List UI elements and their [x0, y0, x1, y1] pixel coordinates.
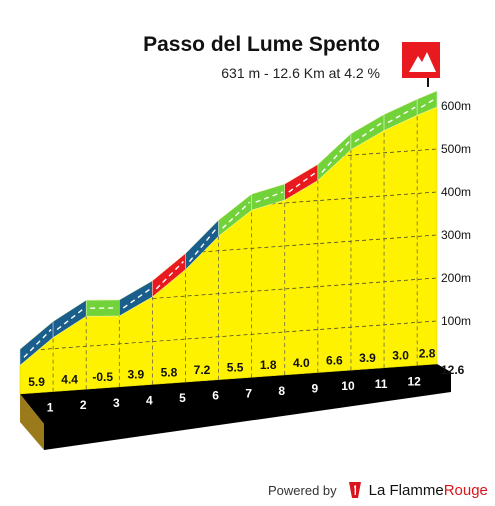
base-band-front	[20, 364, 451, 450]
segment-gradient-label: 5.8	[161, 365, 178, 379]
km-marker-label: 9	[312, 382, 319, 396]
segment-gradient-label: 4.0	[293, 356, 310, 370]
segment-gradient-label: 3.9	[359, 351, 376, 365]
brand-name-part2: Rouge	[443, 481, 488, 499]
segment-center-dash	[288, 171, 317, 193]
segment-gradient-label: 2.8	[419, 347, 436, 361]
km-marker-label: 6	[212, 389, 219, 403]
segment-center-dash	[255, 191, 284, 203]
profile-fill	[19, 90, 438, 395]
segment-center-dash	[23, 329, 52, 358]
footer: Powered by La FlammeRouge	[268, 480, 488, 500]
climb-subtitle: 631 m - 12.6 Km at 4.2 %	[221, 65, 380, 81]
segment-gradient-label: 4.4	[61, 372, 78, 386]
km-marker-label: 1	[47, 401, 54, 415]
mountain-glyph-icon	[409, 52, 436, 72]
y-tick-label: 400m	[441, 185, 471, 199]
climb-title: Passo del Lume Spento	[143, 33, 380, 56]
powered-by-label: Powered by	[268, 482, 337, 498]
profile-area	[19, 90, 438, 395]
segment-center-dash	[420, 98, 436, 108]
km-marker-label: 3	[113, 396, 120, 410]
segment-gradient-label: 6.6	[326, 353, 343, 367]
summit-flag	[402, 42, 440, 87]
segment-center-dash	[188, 227, 218, 262]
y-tick-label: 500m	[441, 142, 471, 156]
km-marker-label: 10	[341, 379, 355, 393]
y-tick-label: 200m	[441, 271, 471, 285]
segment-center-dash	[222, 201, 251, 229]
grid-lines	[20, 105, 437, 392]
brand-name[interactable]: La FlammeRouge	[369, 482, 488, 499]
segment-gradient-label: 3.0	[392, 349, 409, 363]
km-marker-label: 7	[245, 386, 252, 400]
segment-gradient-label: 1.8	[260, 358, 277, 372]
gradient-ribbon	[19, 90, 438, 366]
mountain-flag-icon	[402, 42, 440, 78]
segment-gradient-label: 3.9	[127, 368, 144, 382]
y-tick-label: 600m	[441, 99, 471, 113]
y-tick-label: 300m	[441, 228, 471, 242]
segment-center-dash	[56, 307, 85, 331]
profile-base	[20, 364, 451, 450]
base-band-side	[20, 394, 44, 450]
segment-center-dash	[155, 261, 184, 290]
gradient-segment	[416, 90, 438, 116]
km-marker-label: 5	[179, 391, 186, 405]
km-marker-label: 11	[375, 377, 388, 391]
segment-center-dash	[321, 141, 350, 173]
la-flamme-rouge-logo-icon	[348, 482, 361, 498]
km-marker-label: 4	[146, 393, 153, 407]
km-marker-label: 12	[407, 374, 421, 388]
segment-center-dash	[354, 121, 383, 143]
segment-gradient-label: 7.2	[194, 363, 211, 377]
brand-name-part1: La Flamme	[368, 481, 444, 499]
segment-gradient-label: -0.5	[92, 370, 113, 384]
km-marker-label: 8	[278, 384, 285, 398]
segment-gradient-label: 5.5	[227, 361, 244, 375]
segment-gradient-label: 5.9	[28, 375, 45, 389]
chart-labels: 100m 200m 300m 400m 500m 600m 5.9 4.4 -0.5 3.9 5.8…	[28, 99, 471, 415]
km-marker-label: 2	[80, 398, 87, 412]
segment-center-dash	[122, 288, 151, 309]
y-tick-label: 100m	[441, 314, 471, 328]
total-distance-label: 12.6	[441, 363, 465, 377]
